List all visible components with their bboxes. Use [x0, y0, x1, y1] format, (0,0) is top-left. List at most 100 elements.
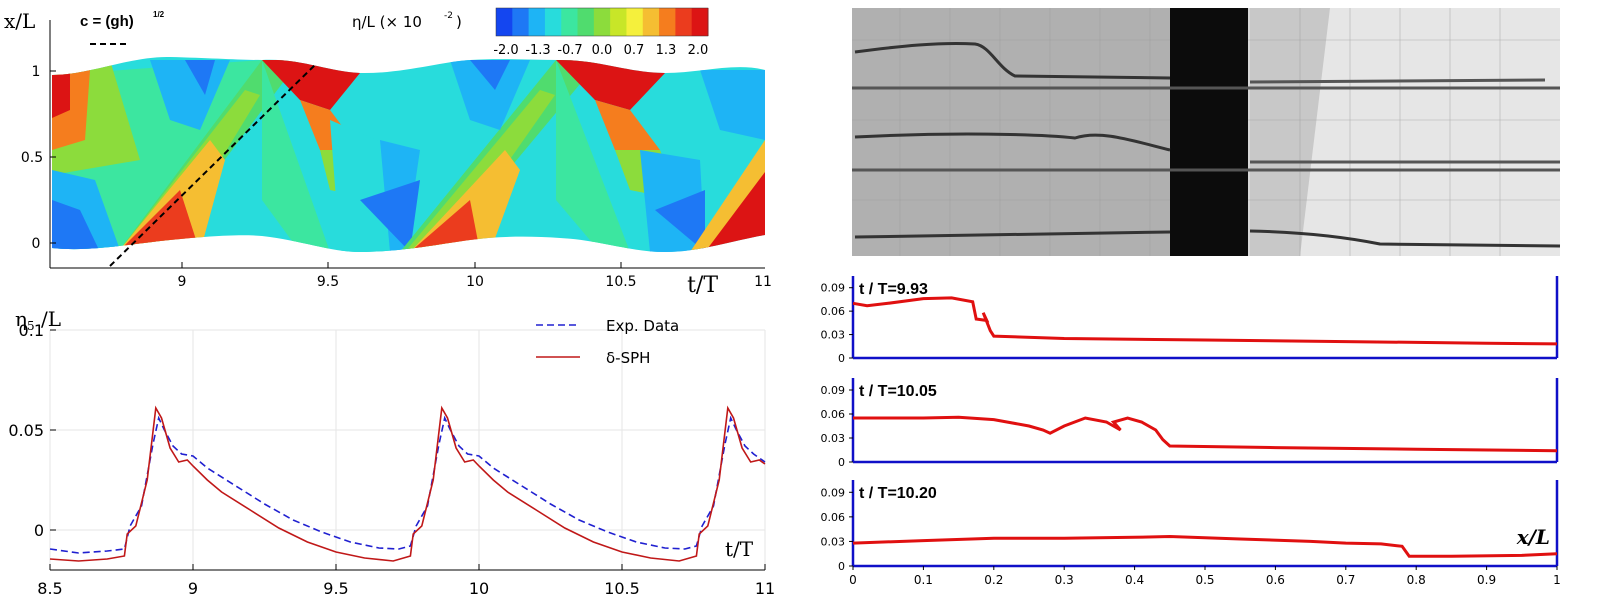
colorbar-cell [512, 8, 530, 36]
contour-xlabel: t/T [687, 273, 718, 298]
profile-xtick-label: 0.3 [1055, 573, 1074, 587]
profile-ytick-label: 0.09 [821, 282, 846, 295]
contour-xtick-3: 10.5 [605, 274, 636, 290]
eta5-xtick-label: 9 [188, 579, 198, 598]
profile-panel-2: 0 0.03 0.06 0.09 t / T=10.05 [821, 378, 1559, 469]
profile-xtick-label: 0.8 [1407, 573, 1426, 587]
contour-xtick-2: 10 [466, 274, 484, 290]
profile-xtick-label: 0.4 [1125, 573, 1144, 587]
colorbar-cell [528, 8, 546, 36]
colorbar-exponent: -2 [444, 11, 453, 21]
photo-free-surface-1 [854, 41, 1171, 80]
contour-xtick-4: 11 [754, 274, 772, 290]
profile-panel-3: 0 0.03 0.06 0.09 t / T=10.20 [821, 480, 1559, 573]
celerity-label: c = (gh) [80, 13, 134, 30]
eta5-series [49, 405, 766, 562]
colorbar-ticks: -2.0 -1.3 -0.7 0.0 0.7 1.3 2.0 [493, 43, 708, 58]
colorbar-cell [577, 8, 595, 36]
colorbar-cell [496, 8, 513, 36]
photo-free-surface-4 [1249, 229, 1561, 248]
profile-free-surface [852, 534, 1558, 558]
profile-xtick-label: 0.6 [1266, 573, 1285, 587]
contour-ytick-2: 1 [32, 64, 41, 80]
eta5-xtick-label: 9.5 [323, 579, 348, 598]
profile-panel-1: 0 0.03 0.06 0.09 t / T=9.93 [821, 276, 1559, 365]
photo-shadow [1250, 8, 1330, 256]
eta5-xtick-label: 8.5 [37, 579, 62, 598]
colorbar-tick: 1.3 [656, 43, 677, 58]
profile-time-label: t / T=10.20 [859, 485, 937, 502]
profile-ytick-label: 0.03 [821, 432, 846, 445]
colorbar-cell [691, 8, 709, 36]
contour-ytick-0: 0 [32, 236, 41, 252]
profile-ytick-label: 0 [838, 456, 845, 469]
colorbar-cell [642, 8, 660, 36]
legend-sph-label: δ-SPH [606, 349, 650, 367]
colorbar-cell [610, 8, 627, 36]
colorbar-cell [544, 8, 562, 36]
photo-grid [852, 8, 1560, 256]
eta5-legend: Exp. Data δ-SPH [536, 317, 679, 367]
legend-exp-label: Exp. Data [606, 317, 679, 335]
colorbar-tick: 0.7 [624, 43, 645, 58]
profile-ytick-label: 0.06 [821, 305, 846, 318]
eta5-grid [49, 329, 766, 570]
photo-free-surface-2 [854, 132, 1171, 152]
eta5-xlabel: t/T [725, 537, 754, 561]
profile-xtick-label: 0.1 [914, 573, 933, 587]
contour-ylabel: x/L [4, 9, 35, 33]
colorbar-title: η/L (× 10 [352, 13, 422, 31]
profile-free-surface [853, 415, 1558, 453]
colorbar-cell [659, 8, 676, 36]
series-delta-sph [49, 405, 766, 562]
contour-xtick-1: 9.5 [317, 274, 339, 290]
profile-time-label: t / T=10.05 [859, 383, 937, 400]
contour-panel: 0 0.5 1 9 9.5 10 10.5 11 x/L t/T c = (gh… [4, 7, 772, 298]
celerity-exponent: 1/2 [153, 10, 165, 19]
photo-dark-pillar [1170, 8, 1248, 256]
colorbar-tick: -1.3 [525, 43, 550, 58]
colorbar: η/L (× 10 -2 ) -2.0 -1.3 -0.7 0.0 0.7 1.3 2.0 [352, 7, 709, 58]
profile-free-surface [852, 296, 1558, 346]
colorbar-cells [495, 7, 709, 37]
eta5-xtick-label: 11 [755, 579, 775, 598]
profile-xtick-label: 0.7 [1336, 573, 1355, 587]
colorbar-tick: 0.0 [592, 43, 613, 58]
profile-ytick-label: 0 [838, 352, 845, 365]
eta5-ylabel-main: η5 /L [15, 307, 61, 333]
colorbar-cell [675, 8, 693, 36]
profile-xtick-label: 0 [849, 573, 857, 587]
eta5-chart: 0 0.05 0.1 8.5 9 9.5 10 10.5 11 η5 /L t/T Exp. … [8, 307, 775, 598]
series-exp-data [49, 415, 766, 554]
photo-free-surface-3 [854, 230, 1171, 239]
contour-y-ticks: 0 0.5 1 [21, 64, 56, 252]
profile-x-ticks: 0 0.1 0.2 0.3 0.4 0.5 0.6 0.7 0.8 0.9 1 [849, 566, 1561, 587]
eta5-xticks: 8.5 9 9.5 10 10.5 11 [37, 564, 775, 598]
profile-xtick-label: 1 [1553, 573, 1561, 587]
profile-xtick-label: 0.9 [1477, 573, 1496, 587]
profile-ytick-label: 0.06 [821, 408, 846, 421]
profile-xtick-label: 0.2 [984, 573, 1003, 587]
profile-time-label: t / T=9.93 [859, 281, 928, 298]
contour-ytick-1: 0.5 [21, 150, 43, 166]
eta5-ytick-label: 0 [34, 521, 44, 540]
profile-ytick-label: 0.09 [821, 384, 846, 397]
eta5-yticks: 0 0.05 0.1 [8, 321, 56, 540]
colorbar-cell [561, 8, 579, 36]
experiment-photos [852, 8, 1561, 256]
profile-xlabel: x/L [1516, 525, 1550, 549]
eta5-xtick-label: 10 [469, 579, 489, 598]
colorbar-tick: -0.7 [557, 43, 582, 58]
colorbar-tick: 2.0 [688, 43, 709, 58]
photo-left-region [852, 8, 1170, 256]
contour-xtick-0: 9 [178, 274, 187, 290]
profile-ytick-label: 0.03 [821, 535, 846, 548]
colorbar-cell [593, 8, 611, 36]
profile-ytick-label: 0.03 [821, 329, 846, 342]
contour-field [52, 56, 765, 252]
eta5-ytick-label: 0.05 [8, 421, 44, 440]
colorbar-close: ) [456, 13, 462, 31]
profiles-panel: 0 0.03 0.06 0.09 t / T=9.93 0 0.03 0.06 0.09 t / … [821, 276, 1561, 587]
eta5-xtick-label: 10.5 [604, 579, 640, 598]
